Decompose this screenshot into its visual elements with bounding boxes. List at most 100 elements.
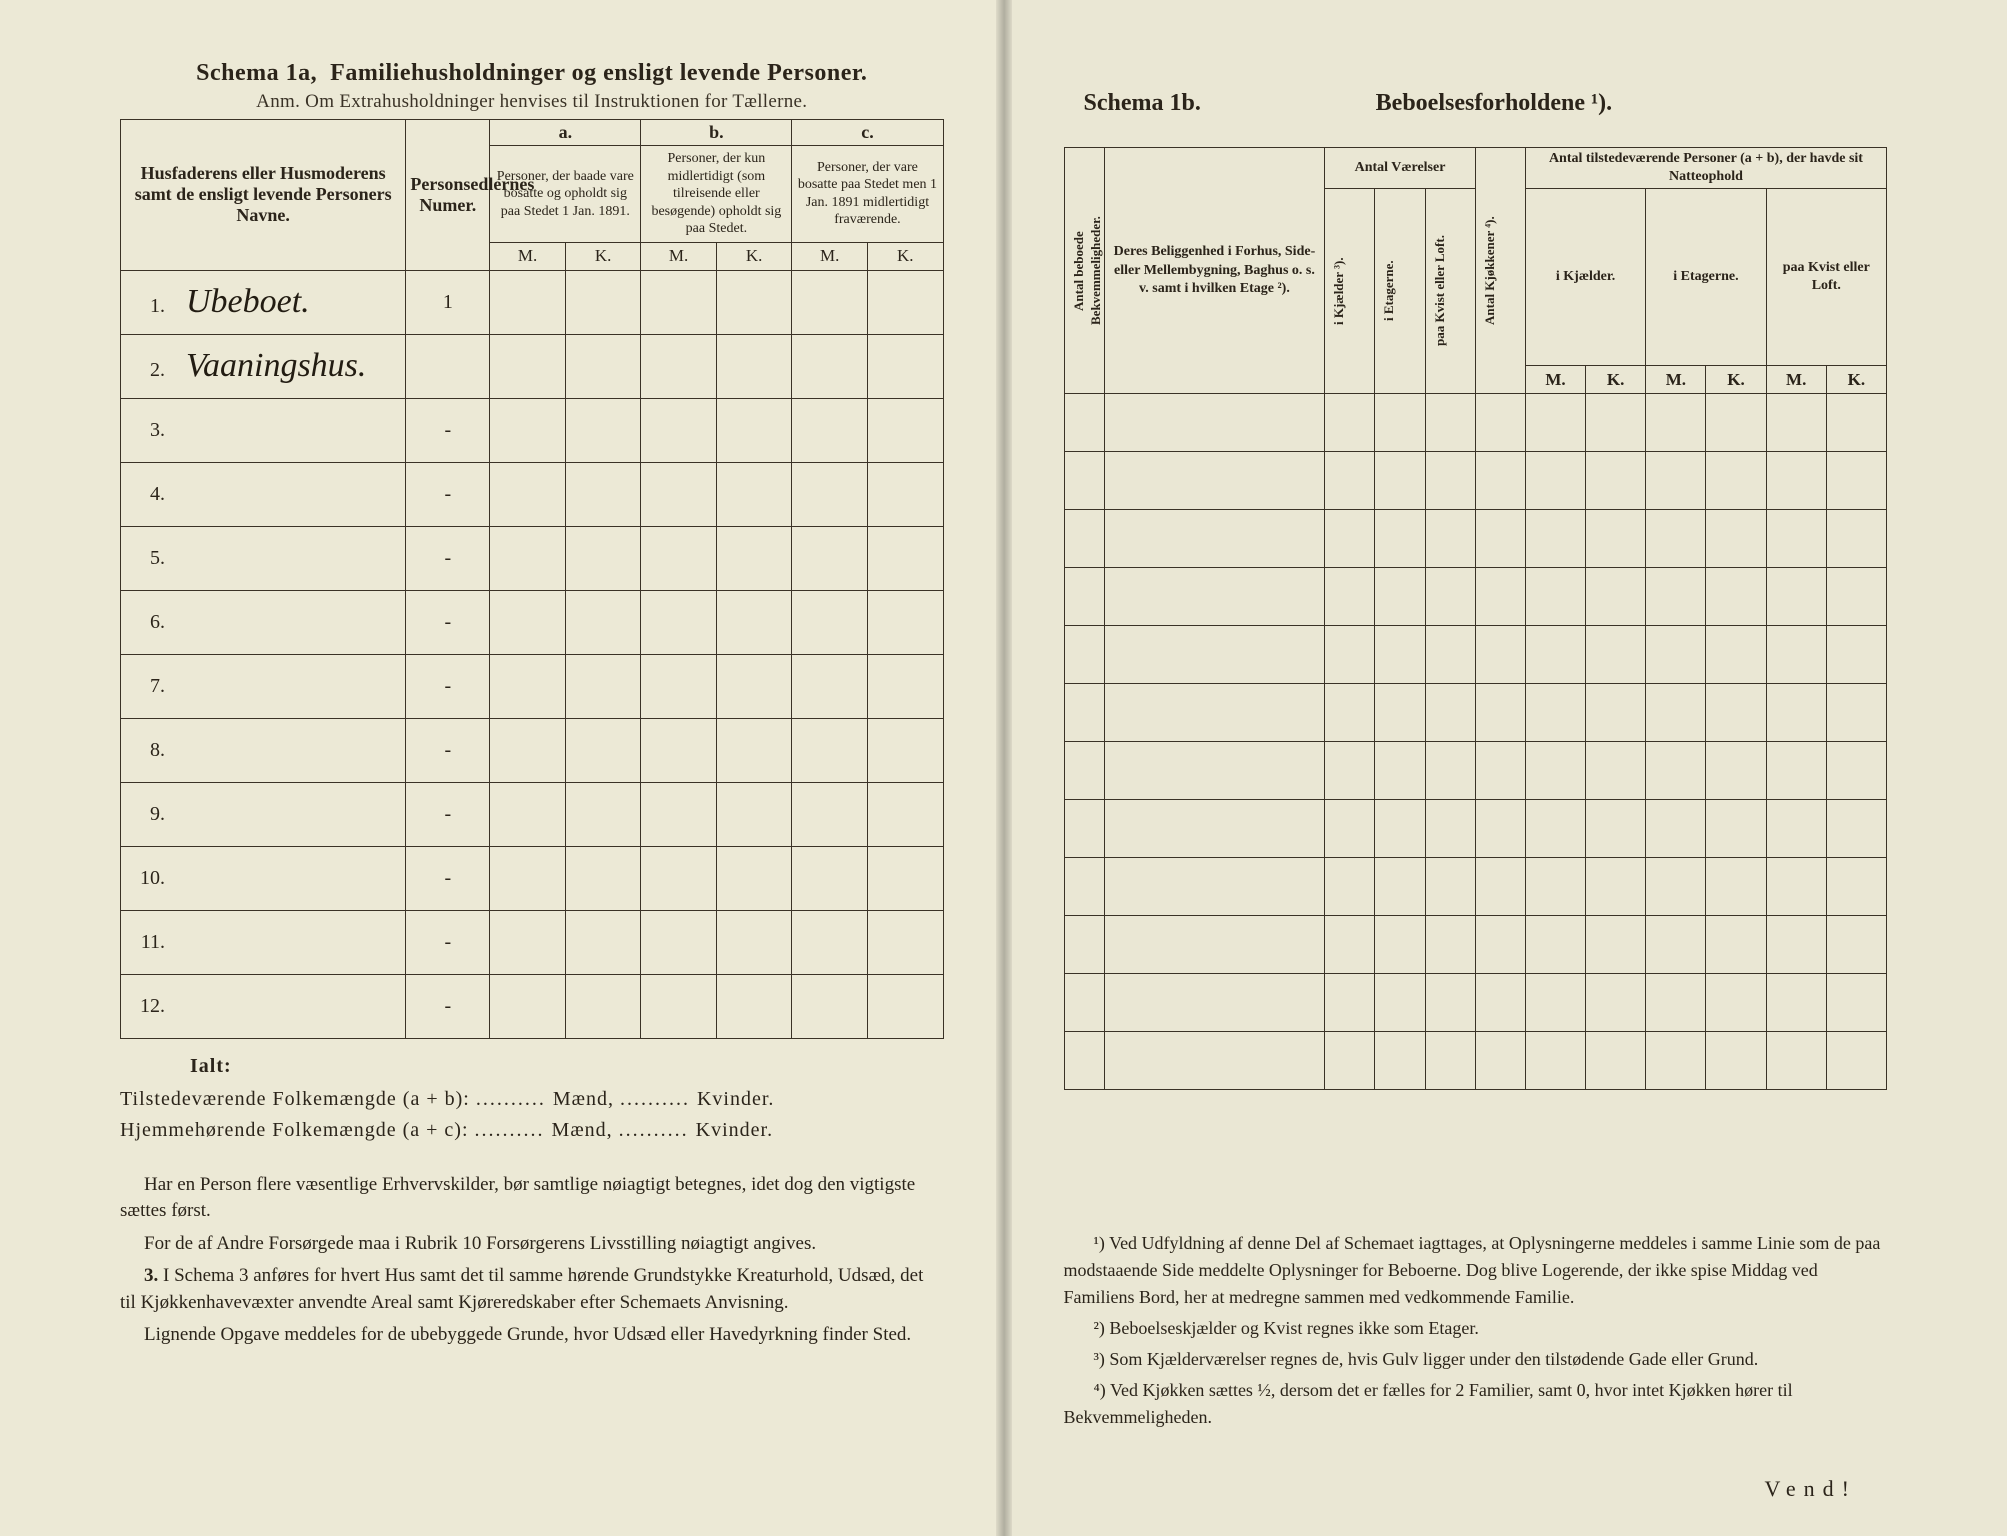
col-c-label: c. bbox=[792, 120, 943, 146]
table-row: 7. - bbox=[121, 654, 944, 718]
mk-cell bbox=[792, 846, 868, 910]
cell bbox=[1475, 626, 1525, 684]
cell bbox=[1646, 684, 1706, 742]
mk-cell bbox=[490, 334, 566, 398]
totals-block: Ialt: Tilstedeværende Folkemængde (a + b… bbox=[120, 1055, 944, 1142]
row-name-cell: 2. Vaaningshus. bbox=[121, 334, 406, 398]
mk-cell bbox=[641, 590, 717, 654]
kvinder-label: Kvinder. bbox=[696, 1119, 773, 1141]
col-b-desc: Personer, der kun midlertidigt (som tilr… bbox=[641, 146, 792, 243]
table-row bbox=[1064, 626, 1887, 684]
table-row: 10. - bbox=[121, 846, 944, 910]
mk-cell bbox=[565, 462, 641, 526]
cell bbox=[1325, 916, 1375, 974]
row-name-cell: 11. bbox=[121, 910, 406, 974]
cell bbox=[1766, 452, 1826, 510]
cell bbox=[1064, 684, 1104, 742]
mk-cell bbox=[641, 462, 717, 526]
mk-cell bbox=[490, 462, 566, 526]
mk-cell bbox=[716, 270, 792, 334]
cell bbox=[1425, 858, 1475, 916]
cell bbox=[1706, 452, 1766, 510]
mk-cell bbox=[867, 270, 943, 334]
mk-k: K. bbox=[1586, 366, 1646, 394]
cell bbox=[1104, 974, 1325, 1032]
table-row: 1. Ubeboet.1 bbox=[121, 270, 944, 334]
cell bbox=[1706, 800, 1766, 858]
cell bbox=[1525, 1032, 1585, 1090]
col-b-k: K. bbox=[716, 242, 792, 270]
cell bbox=[1325, 684, 1375, 742]
mk-cell bbox=[641, 270, 717, 334]
right-foot-2: ²) Beboelseskjælder og Kvist regnes ikke… bbox=[1064, 1315, 1888, 1342]
right-foot-1: ¹) Ved Udfyldning af denne Del af Schema… bbox=[1064, 1230, 1888, 1311]
schema-1a-title: Familiehusholdninger og ensligt levende … bbox=[330, 60, 867, 86]
cell bbox=[1766, 1032, 1826, 1090]
col-a-m: M. bbox=[490, 242, 566, 270]
col-b-m: M. bbox=[641, 242, 717, 270]
cell bbox=[1826, 800, 1886, 858]
cell bbox=[1425, 916, 1475, 974]
sub-kvist: paa Kvist eller Loft. bbox=[1766, 189, 1886, 366]
cell bbox=[1425, 974, 1475, 1032]
mk-cell bbox=[867, 782, 943, 846]
table-row bbox=[1064, 510, 1887, 568]
cell bbox=[1646, 916, 1706, 974]
mk-cell bbox=[490, 782, 566, 846]
cell bbox=[1475, 510, 1525, 568]
mk-cell bbox=[641, 526, 717, 590]
cell bbox=[1475, 394, 1525, 452]
cell bbox=[1064, 858, 1104, 916]
cell bbox=[1646, 394, 1706, 452]
mk-cell bbox=[867, 654, 943, 718]
row-num-cell: - bbox=[406, 526, 490, 590]
mk-cell bbox=[716, 654, 792, 718]
cell bbox=[1064, 800, 1104, 858]
cell bbox=[1586, 800, 1646, 858]
spine-shadow bbox=[996, 0, 1004, 1536]
cell bbox=[1325, 800, 1375, 858]
table-row bbox=[1064, 800, 1887, 858]
cell bbox=[1766, 974, 1826, 1032]
cell bbox=[1475, 568, 1525, 626]
mk-cell bbox=[641, 654, 717, 718]
cell bbox=[1586, 684, 1646, 742]
cell bbox=[1425, 1032, 1475, 1090]
cell bbox=[1646, 858, 1706, 916]
cell bbox=[1646, 626, 1706, 684]
row-num-cell: - bbox=[406, 718, 490, 782]
cell bbox=[1475, 742, 1525, 800]
table-row: 9. - bbox=[121, 782, 944, 846]
mk-cell bbox=[565, 590, 641, 654]
cell bbox=[1706, 568, 1766, 626]
row-name-cell: 5. bbox=[121, 526, 406, 590]
right-footnotes: ¹) Ved Udfyldning af denne Del af Schema… bbox=[1064, 1230, 1888, 1431]
table-row bbox=[1064, 1032, 1887, 1090]
mk-cell bbox=[792, 974, 868, 1038]
cell bbox=[1325, 452, 1375, 510]
mk-k: K. bbox=[1706, 366, 1766, 394]
col-bekvem: Antal beboede Bekvemmeligheder. bbox=[1069, 171, 1107, 371]
mk-cell bbox=[490, 654, 566, 718]
table-row: 2. Vaaningshus. bbox=[121, 334, 944, 398]
col-v-etagerne: i Etagerne. bbox=[1379, 191, 1400, 391]
left-foot-4: Lignende Opgave meddeles for de ubebygge… bbox=[120, 1322, 944, 1349]
schema-1b-table: Antal beboede Bekvemmeligheder. Deres Be… bbox=[1064, 147, 1888, 1090]
maend-label: Mænd, bbox=[552, 1119, 613, 1141]
mk-cell bbox=[867, 334, 943, 398]
mk-cell bbox=[565, 974, 641, 1038]
row-num-cell: - bbox=[406, 782, 490, 846]
col-c-m: M. bbox=[792, 242, 868, 270]
cell bbox=[1325, 510, 1375, 568]
cell bbox=[1375, 452, 1425, 510]
mk-cell bbox=[716, 718, 792, 782]
col-v-kjaelder: i Kjælder ³). bbox=[1329, 191, 1350, 391]
cell bbox=[1064, 626, 1104, 684]
col-c-k: K. bbox=[867, 242, 943, 270]
col-beliggenhed: Deres Beliggenhed i Forhus, Side- eller … bbox=[1104, 148, 1325, 394]
mk-cell bbox=[867, 718, 943, 782]
dots: .......... bbox=[475, 1119, 552, 1141]
cell bbox=[1706, 1032, 1766, 1090]
cell bbox=[1826, 974, 1886, 1032]
cell bbox=[1064, 568, 1104, 626]
